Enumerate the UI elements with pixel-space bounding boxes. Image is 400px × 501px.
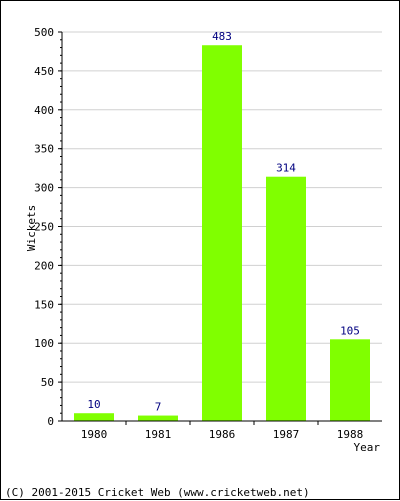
axes xyxy=(58,31,382,425)
bars xyxy=(74,45,370,421)
value-label: 483 xyxy=(212,30,232,43)
y-tick-label: 50 xyxy=(41,376,54,389)
y-tick-label: 400 xyxy=(34,104,54,117)
y-tick-label: 450 xyxy=(34,65,54,78)
x-tick-label: 1987 xyxy=(273,428,300,441)
x-tick-label: 1986 xyxy=(209,428,236,441)
x-tick-label: 1988 xyxy=(337,428,364,441)
value-label: 10 xyxy=(87,398,100,411)
bar-1987 xyxy=(266,176,306,421)
value-label: 105 xyxy=(340,324,360,337)
y-tick-label: 300 xyxy=(34,182,54,195)
x-tick-label: 1981 xyxy=(145,428,172,441)
y-axis-label: Wickets xyxy=(25,205,38,251)
bar-1986 xyxy=(202,45,242,421)
y-tick-label: 500 xyxy=(34,26,54,39)
labels: 0 50 100 150 200 250 300 350 400 450 500 10 1980 7 198… xyxy=(34,26,363,441)
x-axis-label: Year xyxy=(354,441,381,454)
value-label: 314 xyxy=(276,162,296,175)
y-tick-label: 150 xyxy=(34,298,54,311)
bar-1981 xyxy=(138,415,178,421)
bar-1988 xyxy=(330,339,370,421)
bar-1980 xyxy=(74,413,114,421)
value-label: 7 xyxy=(155,401,162,414)
y-tick-label: 100 xyxy=(34,337,54,350)
y-tick-label: 200 xyxy=(34,259,54,272)
y-tick-label: 350 xyxy=(34,143,54,156)
y-tick-label: 0 xyxy=(47,415,54,428)
copyright-footer: (C) 2001-2015 Cricket Web (www.cricketwe… xyxy=(5,486,310,499)
x-tick-label: 1980 xyxy=(81,428,108,441)
y-tick-label: 250 xyxy=(34,221,54,234)
